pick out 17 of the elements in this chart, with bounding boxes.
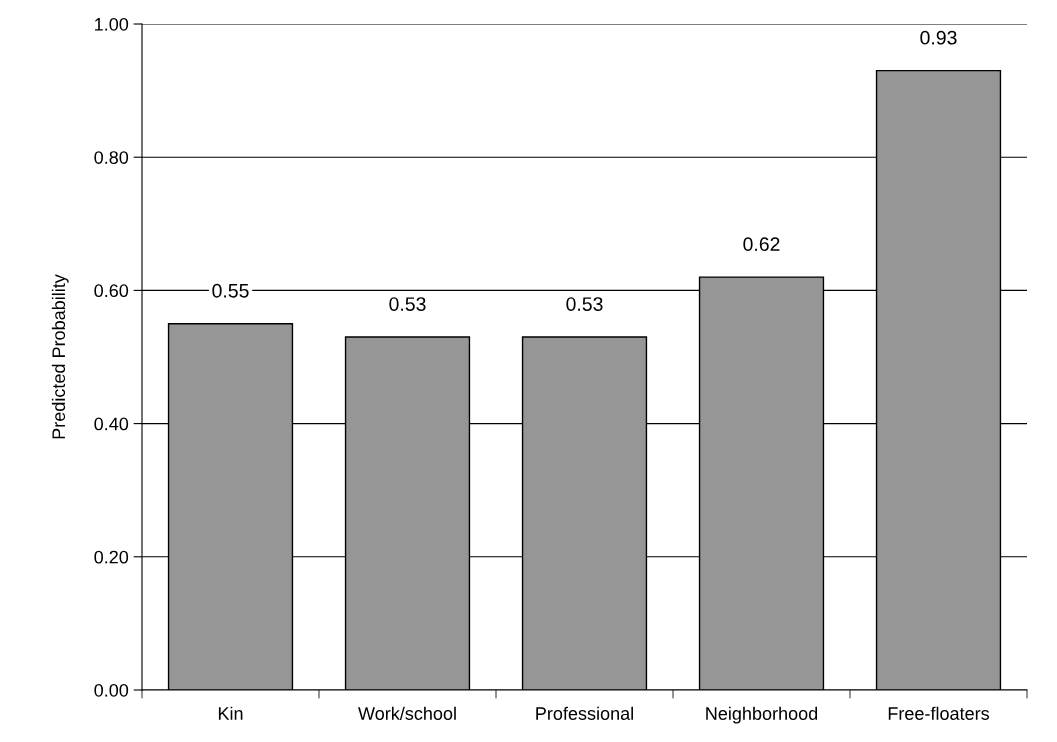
x-tick-label: Work/school bbox=[358, 706, 456, 720]
x-tick-label: Kin bbox=[218, 706, 243, 720]
y-tick-label: 0.20 bbox=[94, 550, 129, 564]
x-tick-label: Neighborhood bbox=[706, 706, 818, 724]
y-tick-label: 0.60 bbox=[94, 284, 129, 298]
data-label: 0.93 bbox=[920, 30, 957, 45]
y-axis-title: Predicted Probability bbox=[51, 274, 69, 439]
data-label: 0.53 bbox=[389, 297, 426, 311]
y-tick-label: 0.40 bbox=[94, 417, 129, 431]
x-tick-label: Free-floaters bbox=[888, 706, 990, 720]
y-tick-label: 1.00 bbox=[95, 17, 129, 31]
x-tick-label: Professional bbox=[536, 706, 633, 720]
data-label: 0.53 bbox=[566, 297, 603, 311]
data-label: 0.62 bbox=[743, 237, 780, 252]
y-tick-label: 0.80 bbox=[94, 151, 129, 164]
data-label: 0.55 bbox=[212, 283, 249, 298]
y-tick-label: 0.00 bbox=[94, 683, 129, 697]
